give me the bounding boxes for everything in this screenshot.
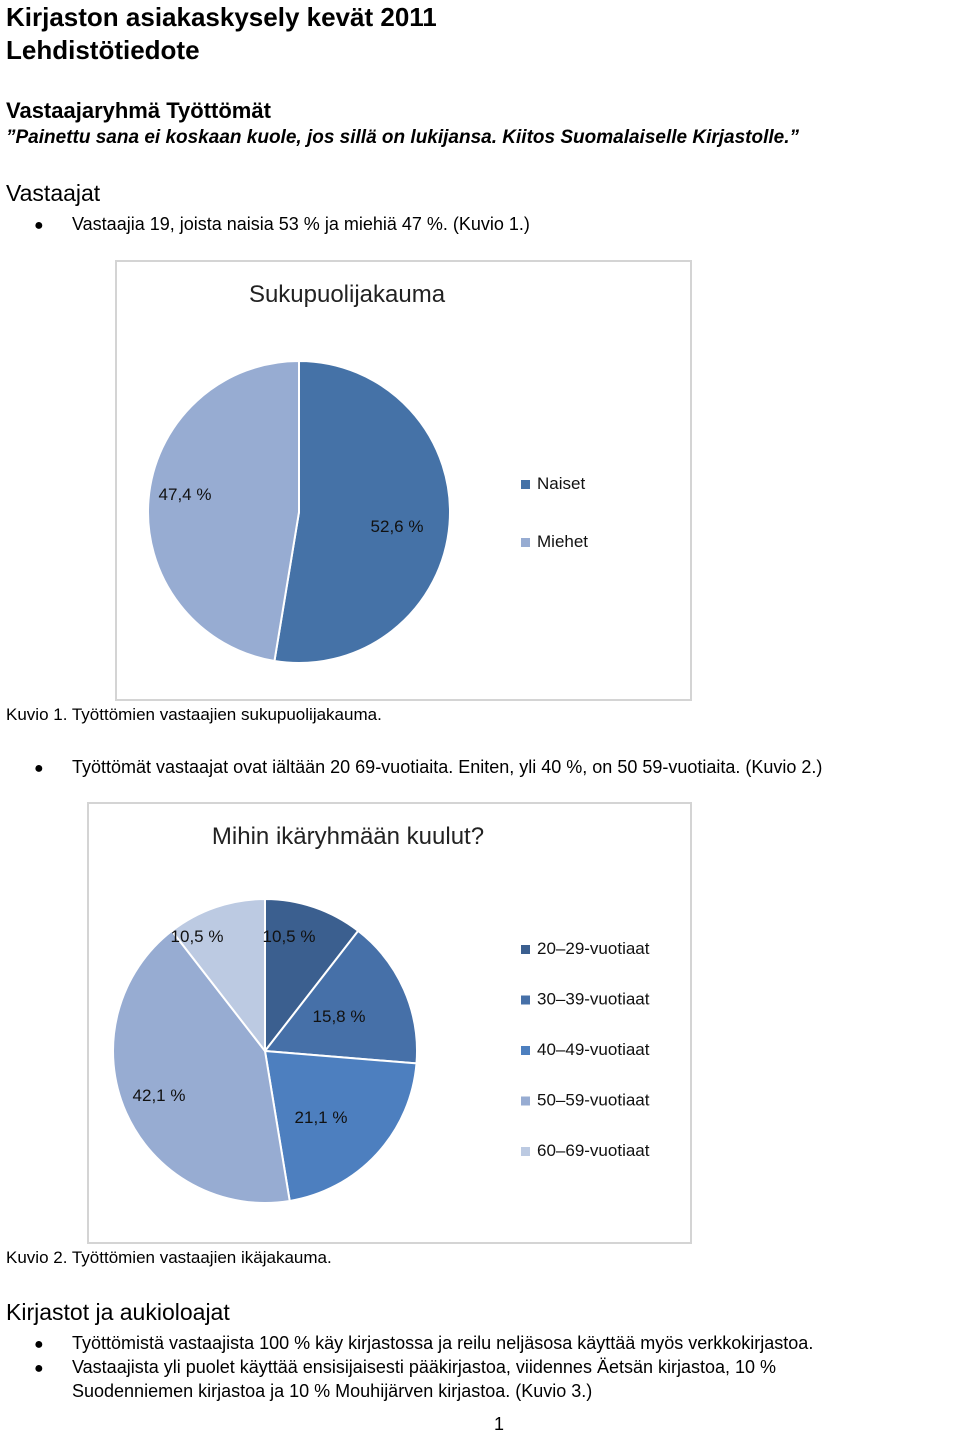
legend-swatch-1 [521, 945, 530, 954]
legend-swatch-3 [521, 1046, 530, 1055]
quote-text: ”Painettu sana ei koskaan kuole, jos sil… [6, 127, 799, 148]
age-pie-chart: Mihin ikäryhmään kuulut? 10,5 % 15,8 % 21,… [112, 823, 650, 1204]
section-heading-libraries: Kirjastot ja aukioloajat [6, 1299, 230, 1325]
legend-label-3: 40–49-vuotiaat [537, 1040, 650, 1059]
bullet-icon: ● [34, 1336, 44, 1353]
data-label-5: 10,5 % [171, 927, 224, 946]
bullet-respondent-count: Vastaajia 19, joista naisia 53 % ja mieh… [72, 214, 530, 234]
data-label-1: 10,5 % [263, 927, 316, 946]
pie-slice-1 [273, 359, 451, 664]
document-title: Kirjaston asiakaskysely kevät 2011 [6, 2, 437, 32]
group-heading: Vastaajaryhmä Työttömät [6, 98, 271, 123]
legend-swatch-1 [521, 480, 530, 489]
legend-swatch-2 [521, 538, 530, 547]
data-label-3: 21,1 % [295, 1108, 348, 1127]
legend-label-1: 20–29-vuotiaat [537, 939, 650, 958]
pie-slice-2 [263, 929, 418, 1065]
legend-label-5: 60–69-vuotiaat [537, 1141, 650, 1160]
data-label-1: 52,6 % [371, 517, 424, 536]
legend-label-4: 50–59-vuotiaat [537, 1091, 650, 1110]
gender-pie-chart: Sukupuolijakauma 52,6 % 47,4 % Naiset Mieh… [147, 281, 588, 664]
legend-label-2: Miehet [537, 532, 588, 551]
legend-label-2: 30–39-vuotiaat [537, 990, 650, 1009]
page-number: 1 [494, 1414, 505, 1434]
bullet-library-visits: Työttömistä vastaajista 100 % käy kirjas… [72, 1333, 814, 1353]
pie-slice-2 [147, 359, 300, 663]
data-label-2: 47,4 % [159, 485, 212, 504]
pie-slice-3 [263, 1049, 418, 1203]
age-chart-frame: Mihin ikäryhmään kuulut? 10,5 % 15,8 % 21,… [87, 802, 692, 1244]
bullet-icon: ● [34, 217, 44, 234]
chart-title: Sukupuolijakauma [249, 281, 446, 308]
legend-label-1: Naiset [537, 474, 585, 493]
figure-caption-1: Kuvio 1. Työttömien vastaajien sukupuoli… [6, 705, 382, 724]
pie-slice-4 [112, 929, 291, 1204]
document-subtitle: Lehdistötiedote [6, 35, 200, 65]
bullet-icon: ● [34, 1360, 44, 1377]
chart-title: Mihin ikäryhmään kuulut? [212, 823, 484, 850]
gender-chart-frame: Sukupuolijakauma 52,6 % 47,4 % Naiset Mieh… [115, 260, 692, 701]
data-label-4: 42,1 % [133, 1086, 186, 1105]
data-label-2: 15,8 % [313, 1007, 366, 1026]
legend-swatch-4 [521, 1096, 530, 1106]
legend-swatch-2 [521, 995, 530, 1005]
legend-swatch-5 [521, 1147, 530, 1156]
section-heading-respondents: Vastaajat [6, 180, 101, 206]
pie-slice-5 [170, 897, 266, 1054]
bullet-library-usage-cont: Suodenniemen kirjastoa ja 10 % Mouhijärv… [72, 1381, 593, 1401]
figure-caption-2: Kuvio 2. Työttömien vastaajien ikäjakaum… [6, 1248, 332, 1267]
pie-slice-1 [264, 897, 360, 1054]
bullet-library-usage: Vastaajista yli puolet käyttää ensisijai… [72, 1357, 777, 1377]
bullet-icon: ● [34, 760, 44, 777]
bullet-age-range: Työttömät vastaajat ovat iältään 20 69-v… [72, 757, 823, 777]
